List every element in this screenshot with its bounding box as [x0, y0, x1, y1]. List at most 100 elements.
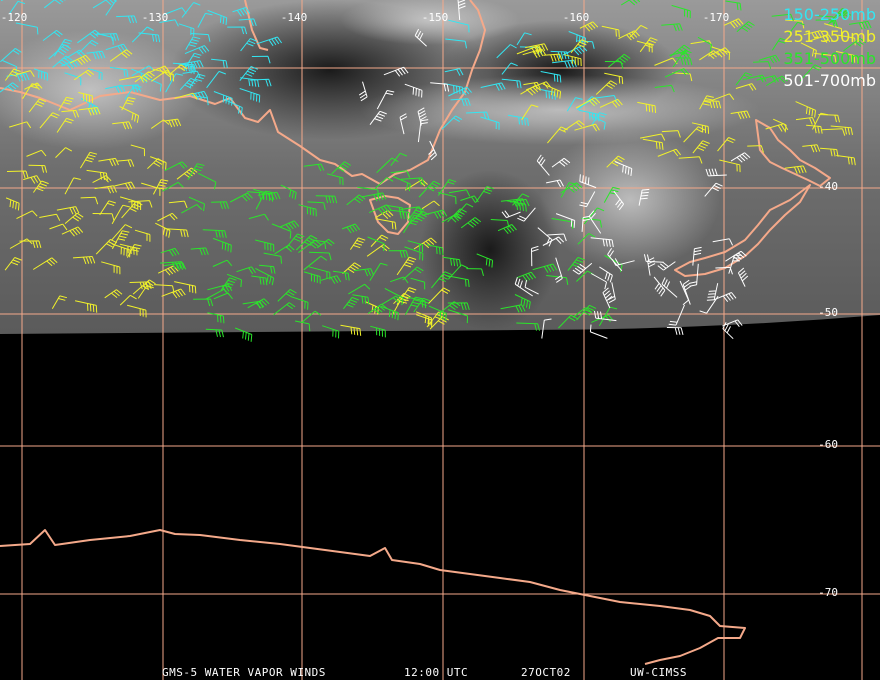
wind-barb [187, 163, 205, 180]
wind-barb [418, 180, 441, 198]
footer-text: 27OCT02 [521, 666, 571, 679]
wind-barb [179, 77, 198, 91]
wind-barb [516, 32, 532, 46]
wind-barb [79, 151, 98, 169]
wind-barb [843, 37, 867, 52]
wind-barb [532, 263, 558, 273]
wind-barb [441, 213, 462, 223]
wind-barb [551, 157, 571, 168]
wind-barb [178, 23, 195, 36]
wind-barb [212, 237, 232, 253]
wind-barb [742, 74, 767, 83]
wind-barb [160, 247, 180, 257]
wind-barb [390, 276, 409, 284]
wind-barb [392, 176, 411, 192]
wind-barb [131, 68, 148, 83]
wind-barb [315, 195, 338, 204]
wind-barb [725, 0, 742, 11]
wind-barb [526, 81, 552, 91]
wind-barb [802, 144, 821, 153]
wind-barb [581, 215, 591, 232]
wind-barb [4, 257, 22, 271]
wind-barb [308, 266, 331, 280]
wind-barb [164, 161, 188, 172]
wind-barb [53, 38, 73, 57]
wind-barb [795, 117, 816, 125]
wind-barb [516, 271, 537, 282]
wind-barb [357, 186, 380, 198]
wind-barb [174, 281, 197, 294]
wind-barb [413, 237, 437, 250]
longitude-label: -120 [1, 11, 28, 24]
wind-barb [460, 217, 482, 229]
wind-barb [567, 256, 585, 271]
wind-barb [555, 213, 576, 228]
wind-barb [295, 235, 318, 251]
longitude-label: -170 [703, 11, 730, 24]
wind-barb [4, 68, 21, 81]
footer-text: UW-CIMSS [630, 666, 687, 679]
wind-barb [501, 210, 521, 219]
wind-barb [119, 75, 144, 83]
wind-barb [349, 237, 366, 250]
wind-barb [803, 30, 825, 40]
wind-barb [784, 165, 807, 174]
wind-barb [211, 58, 228, 68]
wind-barb [560, 182, 583, 194]
wind-barb [87, 67, 103, 81]
wind-barb [537, 227, 553, 247]
wind-barb [197, 12, 213, 28]
wind-barb [799, 64, 822, 82]
wind-barb [604, 72, 624, 85]
wind-barb [358, 81, 368, 102]
wind-barb [61, 59, 80, 70]
wind-barb [437, 179, 457, 196]
wind-barb [836, 155, 856, 166]
wind-barb [430, 82, 450, 92]
wind-barb [699, 295, 719, 314]
wind-barb [442, 256, 462, 267]
wind-barb [78, 92, 93, 104]
wind-barb [52, 55, 73, 68]
wind-barb [404, 296, 423, 316]
wind-barb [514, 294, 531, 309]
wind-barb [730, 110, 751, 120]
wind-barb [426, 311, 446, 328]
wind-barb [94, 33, 120, 41]
wind-barb [190, 247, 209, 256]
wind-barb [542, 83, 562, 99]
wind-barb [699, 95, 714, 110]
wind-barb [608, 53, 631, 68]
wind-barb [614, 161, 633, 176]
wind-barb [705, 168, 727, 177]
wind-barb [699, 50, 720, 61]
wind-barb [594, 310, 617, 322]
wind-barb [396, 256, 417, 276]
wind-barb [795, 101, 817, 118]
wind-barb [730, 152, 751, 163]
wind-barb [162, 181, 184, 192]
wind-barb [80, 196, 99, 205]
wind-barb [251, 55, 271, 64]
wind-barb [679, 280, 689, 306]
wind-barb [116, 15, 138, 24]
wind-barb [510, 198, 530, 207]
wind-barb [818, 114, 840, 123]
wind-barb [541, 318, 552, 339]
wind-barb [546, 275, 569, 285]
labels: -120 -130 -140 -150 -160 -170 -40 -50 -60 -70 150-… [1, 5, 876, 679]
wind-barb [522, 48, 547, 58]
wind-barb [654, 84, 675, 93]
wind-barb [555, 257, 563, 283]
wind-barb [182, 70, 201, 79]
wind-barb [236, 266, 256, 275]
wind-barb [501, 62, 518, 75]
wind-barb [152, 179, 169, 195]
wind-barb [599, 266, 613, 283]
wind-barb [39, 112, 60, 129]
wind-barb [637, 101, 657, 114]
wind-barb [524, 280, 539, 295]
wind-barb [602, 287, 613, 309]
wind-barb [207, 9, 228, 25]
wind-barb [672, 72, 693, 82]
